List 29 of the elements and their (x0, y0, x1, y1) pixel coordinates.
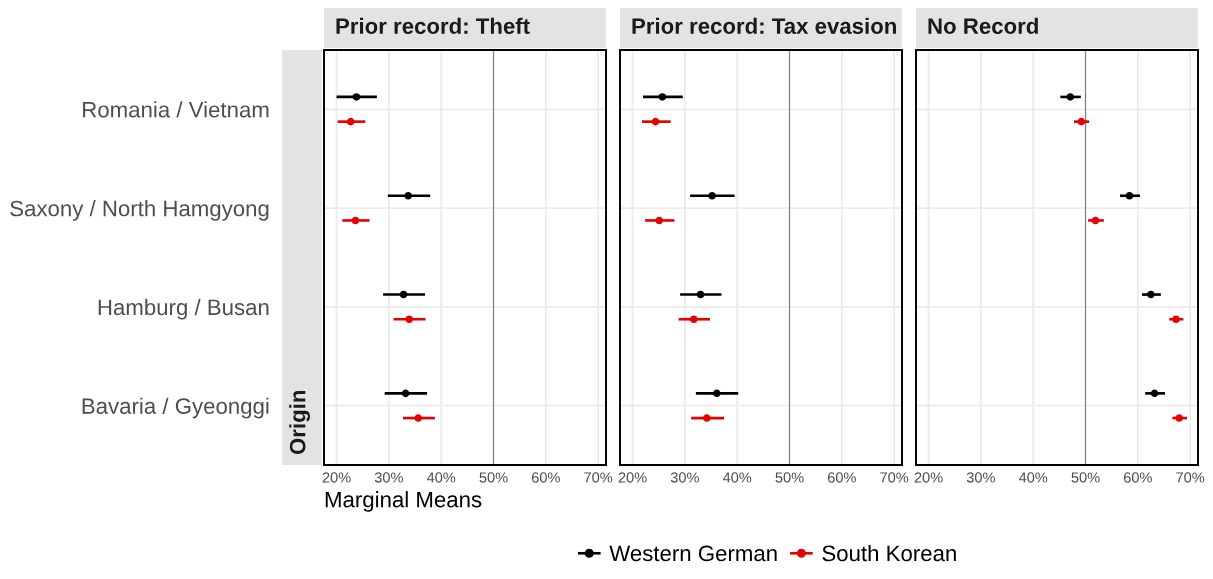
x-tick-label: 30% (374, 472, 403, 483)
x-tick-label: 60% (531, 472, 560, 483)
x-tick-label: 70% (1176, 472, 1205, 483)
x-tick-label: 30% (966, 472, 995, 483)
x-tick-label: 60% (827, 472, 856, 483)
x-tick-label: 20% (618, 472, 647, 483)
x-tick-label: 60% (1123, 472, 1152, 483)
x-tick-label: 50% (775, 472, 804, 483)
y-tick-label: Hamburg / Busan (98, 298, 269, 320)
y-tick-label: Romania / Vietnam (83, 101, 269, 118)
chart-title: Prior record: Theft (336, 17, 530, 34)
y-tick-label: Saxony / North Hamgyong (10, 200, 269, 221)
legend-label: Western German (609, 545, 777, 562)
x-tick-label: 70% (584, 472, 613, 483)
x-tick-label: 70% (880, 472, 909, 483)
x-tick-label: 40% (1018, 472, 1048, 483)
chart-title: Prior record: Tax evasion (632, 17, 896, 34)
y-axis-title: Origin (289, 390, 310, 455)
x-tick-label: 40% (722, 472, 752, 483)
x-tick-label: 50% (479, 472, 508, 483)
x-tick-label: 20% (322, 472, 351, 483)
x-tick-label: 40% (426, 472, 456, 483)
x-axis-title: Marginal Means (325, 491, 482, 512)
x-tick-label: 30% (670, 472, 699, 483)
legend-label: South Korean (822, 544, 956, 562)
x-tick-label: 50% (1071, 472, 1100, 483)
x-tick-label: 20% (914, 472, 943, 483)
chart-title: No Record (928, 17, 1038, 34)
y-tick-label: Bavaria / Gyeonggi (82, 397, 269, 419)
